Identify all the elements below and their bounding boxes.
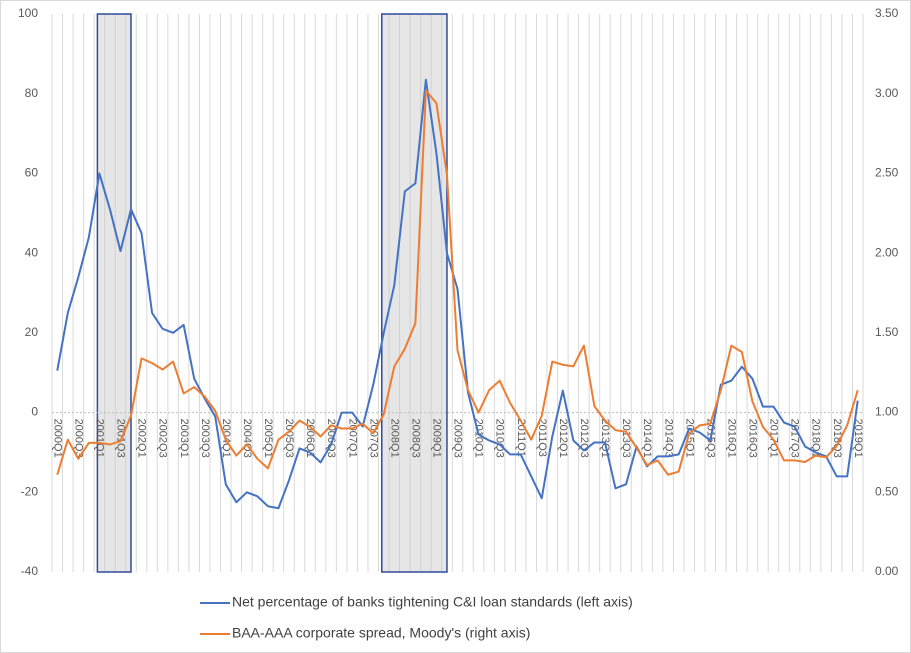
x-tick-label: 2016Q3 xyxy=(747,419,759,458)
x-tick-label: 2011Q3 xyxy=(536,419,548,457)
y-tick-label: 60 xyxy=(25,166,39,180)
x-tick-label: 2008Q1 xyxy=(388,419,400,458)
x-tick-label: 2005Q3 xyxy=(283,419,295,458)
y2-tick-label: 3.00 xyxy=(875,86,899,100)
x-tick-label: 2009Q3 xyxy=(452,419,464,458)
x-tick-label: 2001Q3 xyxy=(115,419,127,458)
y2-tick-label: 1.00 xyxy=(875,405,899,419)
x-tick-label: 2009Q1 xyxy=(431,419,443,458)
y2-tick-label: 3.50 xyxy=(875,6,899,20)
x-tick-label: 2012Q1 xyxy=(557,419,569,458)
x-tick-label: 2013Q3 xyxy=(620,419,632,458)
x-tick-label: 2012Q3 xyxy=(578,419,590,458)
x-tick-label: 2013Q1 xyxy=(599,419,611,458)
y-tick-label: -20 xyxy=(21,484,39,498)
y-tick-label: 0 xyxy=(31,405,38,419)
x-tick-label: 2017Q1 xyxy=(768,419,780,458)
x-tick-label: 2011Q1 xyxy=(515,419,527,457)
x-tick-label: 2015Q1 xyxy=(683,419,695,458)
y2-tick-label: 2.00 xyxy=(875,245,899,259)
y-tick-label: -40 xyxy=(21,564,39,578)
x-tick-label: 2017Q3 xyxy=(789,419,801,458)
x-tick-label: 2000Q3 xyxy=(72,419,84,458)
x-tick-label: 2018Q1 xyxy=(810,419,822,458)
y2-tick-label: 1.50 xyxy=(875,325,899,339)
x-tick-label: 2002Q1 xyxy=(136,419,148,458)
x-tick-label: 2010Q3 xyxy=(494,419,506,458)
x-tick-label: 2006Q1 xyxy=(304,419,316,458)
x-tick-label: 2002Q3 xyxy=(157,419,169,458)
y2-tick-label: 0.50 xyxy=(875,484,899,498)
y-tick-label: 20 xyxy=(25,325,39,339)
x-tick-label: 2003Q3 xyxy=(199,419,211,458)
y2-tick-label: 0.00 xyxy=(875,564,899,578)
x-tick-label: 2008Q3 xyxy=(409,419,421,458)
x-tick-label: 2001Q1 xyxy=(93,419,105,458)
legend-label: Net percentage of banks tightening C&I l… xyxy=(232,594,633,610)
y-tick-label: 80 xyxy=(25,86,39,100)
x-tick-label: 2000Q1 xyxy=(51,419,63,458)
series-line xyxy=(56,78,859,510)
x-tick-label: 2016Q1 xyxy=(725,419,737,458)
series-line xyxy=(56,89,859,476)
y-tick-label: 100 xyxy=(18,6,38,20)
x-tick-label: 2007Q1 xyxy=(346,419,358,458)
x-tick-label: 2014Q3 xyxy=(662,419,674,458)
x-tick-label: 2005Q1 xyxy=(262,419,274,458)
shaded-region xyxy=(96,13,132,573)
legend-label: BAA-AAA corporate spread, Moody's (right… xyxy=(232,625,530,641)
y2-tick-label: 2.50 xyxy=(875,166,899,180)
x-tick-label: 2014Q1 xyxy=(641,419,653,458)
x-tick-label: 2003Q1 xyxy=(178,419,190,458)
x-tick-label: 2010Q1 xyxy=(473,419,485,458)
y-tick-label: 40 xyxy=(25,245,39,259)
